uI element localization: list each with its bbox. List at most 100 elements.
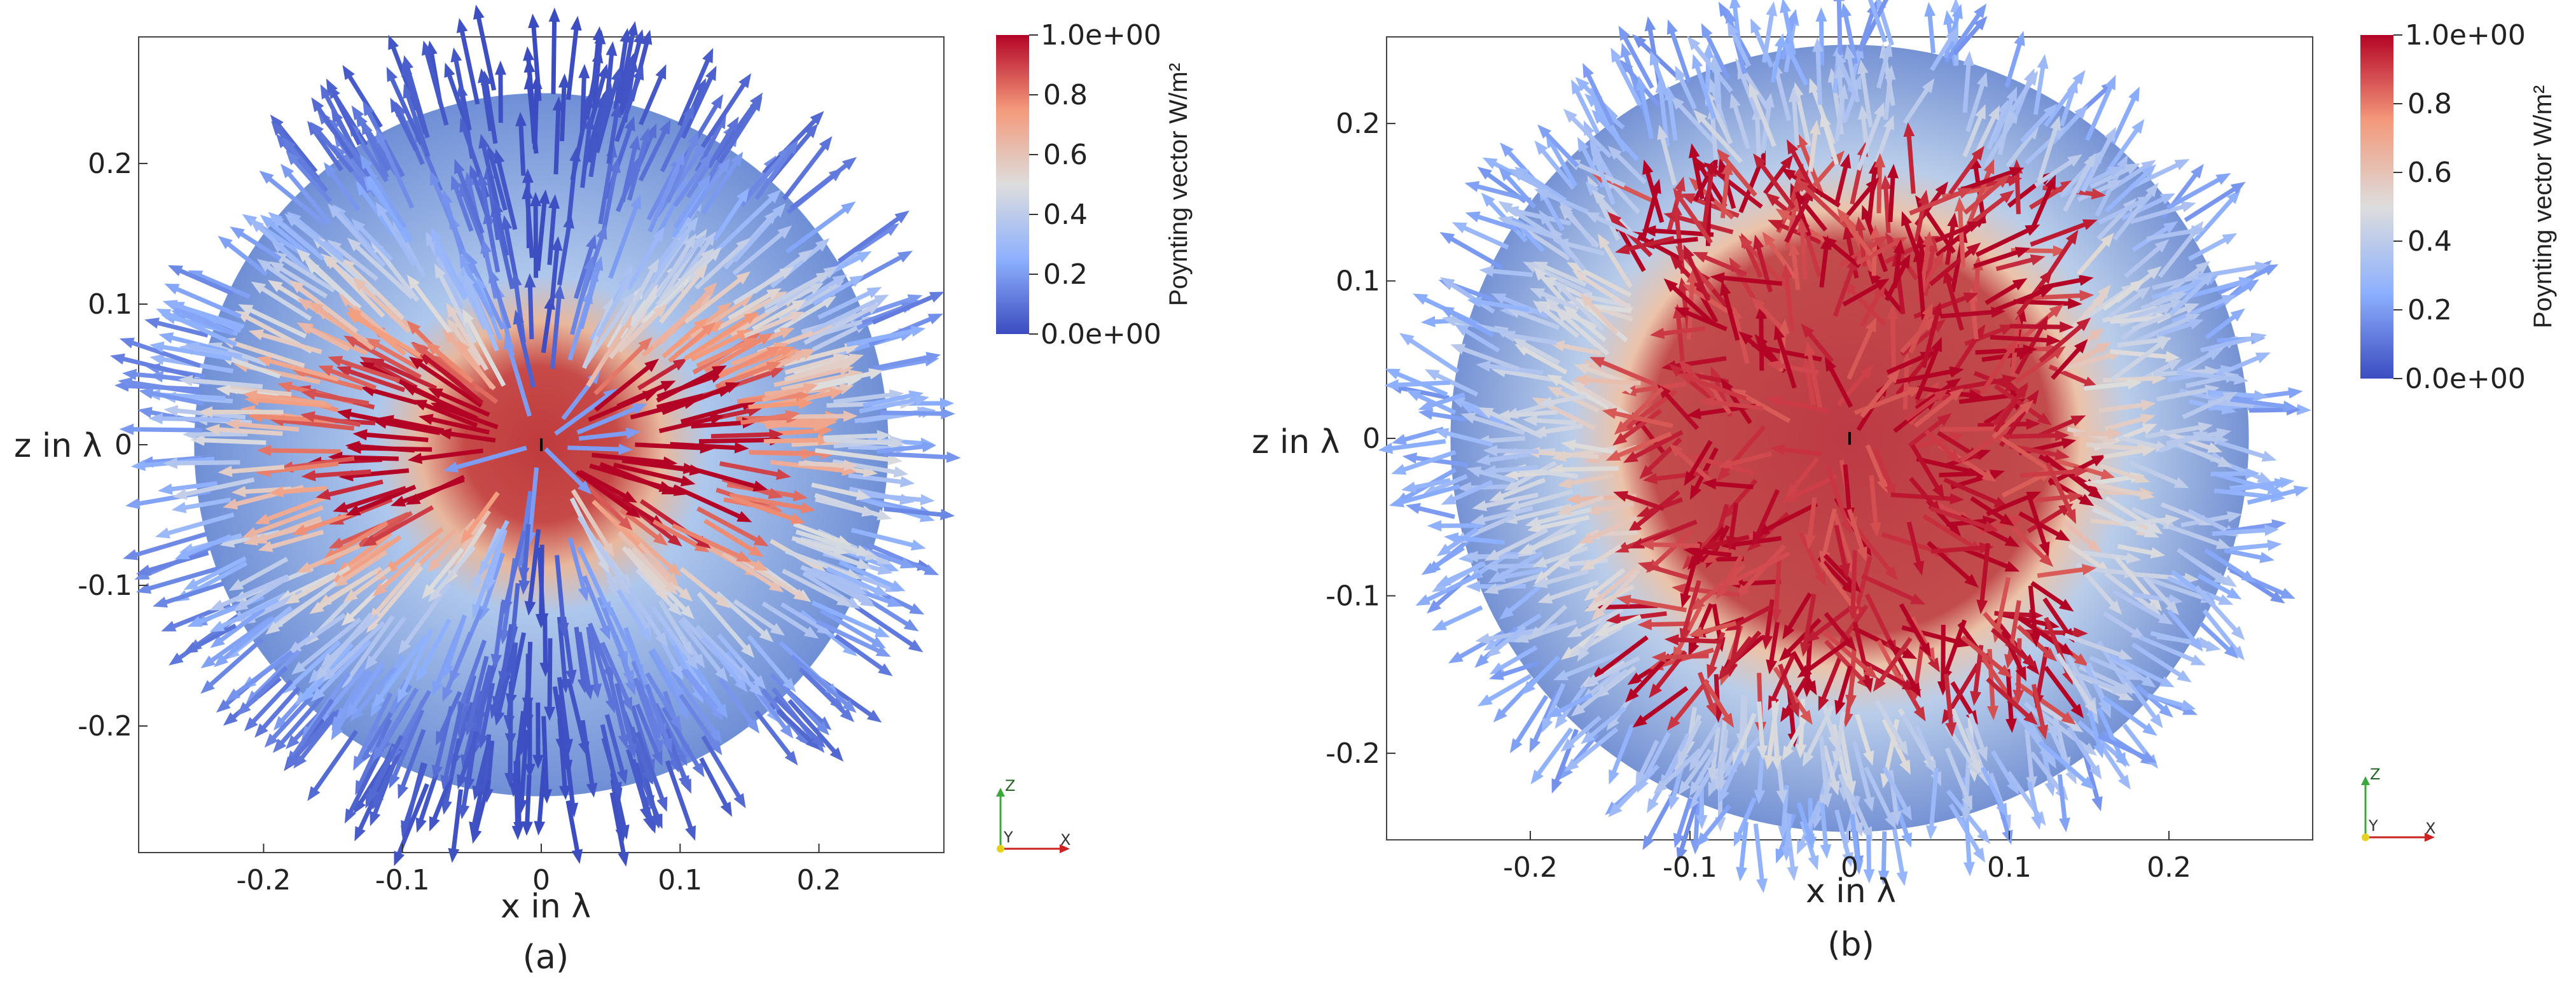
vector-arrow [296,543,361,573]
vector-arrow [223,383,292,397]
vector-arrow [153,581,225,608]
vector-arrow [883,506,955,520]
vector-arrow [328,356,401,383]
vector-arrow [687,157,731,219]
vector-arrow [1431,605,1483,631]
vector-arrow [712,188,750,241]
vector-arrow [230,226,282,261]
vector-arrow [617,303,668,353]
vector-arrow [422,547,464,599]
vector-arrow [351,105,399,176]
vector-arrow [269,214,324,261]
vector-arrow [480,239,498,298]
vector-arrow [812,321,869,352]
vector-arrow [504,334,532,417]
vector-arrow [754,139,799,200]
vector-arrow [601,737,622,797]
vector-arrow [155,512,235,539]
vector-arrow [436,428,496,443]
vector-arrow [713,92,763,160]
vector-arrow [359,154,407,229]
vector-arrow [696,337,758,368]
colorbar-tick-label: 0.8 [1043,79,1088,111]
y-axis-marker [997,845,1004,853]
vector-arrow [1995,254,2046,272]
vector-arrow [718,346,782,379]
vector-arrow [370,358,438,391]
vector-arrow [1847,550,1859,620]
vector-arrow [441,738,462,815]
vector-arrow [242,505,324,538]
z-tick-label: 0 [114,429,132,461]
vector-arrow [333,485,407,513]
vector-arrow [421,40,449,126]
vector-arrow [684,271,751,324]
vector-arrow [1892,828,1908,886]
vector-arrow [407,448,483,464]
vector-arrow [361,505,434,547]
panel-b: 0.2 0.1 0 -0.1 -0.2 -0.2 -0.1 0 0.1 0.2 … [1252,0,2557,964]
vector-arrow [586,626,602,699]
vector-arrow [372,687,419,762]
vector-arrow [773,696,826,748]
vector-arrow [444,62,469,125]
vector-arrow [255,461,339,477]
vector-arrow [171,497,232,513]
vector-arrow [761,601,819,639]
vector-arrow [426,342,474,384]
vector-arrow [338,468,410,482]
colorbar-title: Poynting vector W/m² [2529,85,2557,328]
colorbar-gradient [996,35,1029,334]
vector-arrow [670,442,749,454]
vector-arrow [587,486,633,531]
vector-arrow [754,709,798,766]
vector-arrow [763,434,833,446]
vector-arrow [680,400,757,424]
vector-arrow [834,634,893,676]
colorbar-tick-label: 0.6 [1043,139,1088,171]
vector-arrow [1728,578,1781,590]
vector-arrow [1523,414,1577,426]
vector-arrow [210,606,266,648]
vector-arrow [515,491,533,570]
vector-arrow [478,134,501,207]
vector-arrow [516,729,529,814]
vector-arrow [398,729,426,800]
colorbar-b: 1.0e+00 0.8 0.6 0.4 0.2 0.0e+00 Poynting… [2360,19,2557,395]
vector-arrow [784,359,855,382]
vector-arrow [770,238,830,289]
vector-arrow [534,758,547,836]
vector-arrow [883,451,961,463]
vector-arrow [343,566,392,603]
vector-arrow [144,317,209,338]
vector-arrow [345,484,417,516]
vector-arrow [1753,823,1768,893]
vector-arrow [718,678,760,734]
vector-arrow [580,115,595,188]
vector-arrow [1975,344,2038,356]
vector-arrow [272,695,324,753]
vector-arrow [282,640,342,694]
vector-arrow [310,122,354,174]
vector-arrow [876,441,937,454]
vector-arrow [456,18,480,105]
vector-arrow [1812,38,1824,105]
vector-arrow [1712,674,1724,723]
vector-arrow [269,485,327,498]
vector-arrow [637,542,679,587]
vector-arrow [541,716,553,804]
vector-arrow [1880,174,1892,234]
vector-arrow [269,415,355,431]
z-tick-label: 0.1 [88,288,132,321]
vector-arrow [780,369,863,392]
triad-x-label: X [2425,819,2435,837]
vector-arrow [555,555,569,638]
vector-arrow [1874,153,1886,214]
vector-arrow [326,78,362,146]
vector-arrow [592,452,678,468]
vector-arrow [637,358,688,391]
vector-arrow [660,104,695,172]
vector-arrow [2085,74,2116,141]
vector-arrow [408,356,483,408]
